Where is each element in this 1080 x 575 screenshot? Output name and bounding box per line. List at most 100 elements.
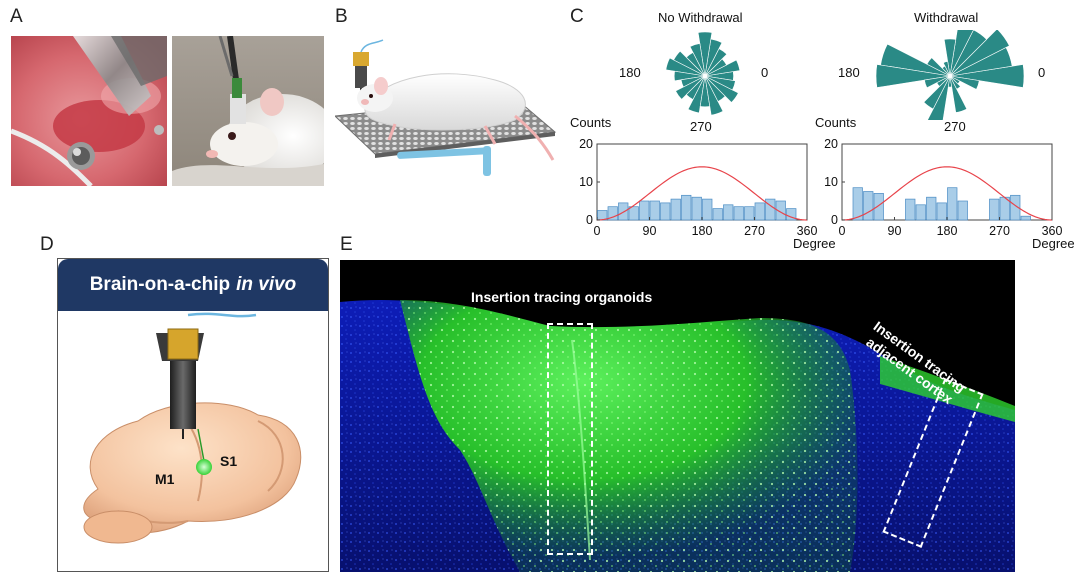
hist-bar — [863, 191, 874, 221]
hist-bar — [670, 198, 681, 221]
fluorescence-micrograph: Insertion tracing organoids Insertion tr… — [340, 260, 1015, 572]
rose-wedge — [687, 75, 706, 114]
x-tick-label: 0 — [839, 224, 846, 238]
hist-bar — [681, 194, 692, 221]
rose-wedge — [949, 30, 1010, 77]
rose-wedge — [949, 64, 1025, 88]
rose-right-label-0: 0 — [1038, 65, 1046, 80]
rose-wedge — [927, 75, 951, 120]
surgery-closeup-photo — [11, 36, 167, 186]
y-tick-label: 0 — [586, 213, 593, 227]
rose-left-label-0: 0 — [761, 65, 769, 80]
hist-bar — [852, 187, 863, 221]
hist-bar — [733, 206, 744, 221]
hist-fit-curve — [596, 166, 808, 221]
hist-bar — [775, 200, 786, 221]
hist-bar — [989, 198, 1000, 221]
hist-left-ylabel: Counts — [570, 115, 612, 130]
rose-wedge — [949, 75, 968, 113]
rose-wedge — [949, 30, 988, 77]
hist-fit-curve — [841, 166, 1053, 221]
mouse-implant-illustration — [172, 36, 324, 186]
rose-wedge — [704, 75, 739, 103]
rose-wedge — [943, 38, 957, 77]
hist-bar — [873, 193, 884, 221]
rose-left-label-180: 180 — [619, 65, 641, 80]
hist-bar — [744, 206, 755, 221]
rose-wedge — [675, 75, 706, 100]
hist-bar — [905, 198, 916, 221]
x-tick-label: 90 — [643, 224, 657, 238]
hist-bar — [607, 206, 618, 221]
label-m1: M1 — [155, 471, 175, 487]
surgery-closeup-illustration — [11, 36, 167, 186]
rose-wedge — [704, 75, 724, 116]
panel-letter-a: A — [10, 6, 23, 27]
label-s1: S1 — [220, 453, 238, 469]
rose-wedge — [697, 31, 713, 77]
hist-left-xlabel: Degree — [793, 236, 836, 251]
hist-bar — [765, 198, 776, 221]
rose-wedge — [949, 75, 961, 90]
hist-bar — [754, 202, 765, 221]
hist-bar — [702, 198, 713, 221]
rat-on-grid-illustration — [335, 36, 557, 186]
y-tick-label: 20 — [579, 137, 593, 151]
panel-letter-b: B — [335, 6, 348, 27]
brain-on-chip-card: Brain-on-a-chip in vivo — [57, 258, 329, 572]
mouse-implant-photo — [172, 36, 324, 186]
y-tick-label: 20 — [824, 137, 838, 151]
panel-letter-e: E — [340, 234, 353, 255]
panel-letter-d: D — [40, 234, 54, 255]
hist-bar — [712, 208, 723, 221]
rose-wedge — [704, 75, 736, 91]
hist-bar — [926, 196, 937, 221]
x-tick-label: 360 — [797, 224, 818, 238]
hist-bar — [936, 202, 947, 221]
rose-left-label-270: 270 — [690, 119, 712, 134]
box-insertion-organoids — [547, 323, 593, 555]
panel-letter-c: C — [570, 6, 584, 27]
hist-right-ylabel: Counts — [815, 115, 857, 130]
banner-text-normal: Brain-on-a-chip — [89, 274, 231, 295]
x-tick-label: 270 — [989, 224, 1010, 238]
rose-title-withdrawal: Withdrawal — [914, 10, 979, 25]
y-tick-label: 10 — [824, 175, 838, 189]
hist-bar — [915, 204, 926, 221]
rose-wedge — [665, 57, 706, 77]
hist-bar — [639, 200, 650, 221]
hist-right-xlabel: Degree — [1032, 236, 1075, 251]
hist-bar — [723, 204, 734, 221]
hist-bar — [947, 187, 958, 221]
annotation-organoids: Insertion tracing organoids — [471, 289, 653, 305]
hist-bar — [786, 208, 797, 221]
brain-on-chip-banner: Brain-on-a-chip in vivo — [58, 259, 328, 311]
y-tick-label: 10 — [579, 175, 593, 189]
histogram-no-withdrawal: 0 90 180 270 360 0 10 20 — [579, 137, 818, 238]
brain-chip-illustration — [83, 312, 302, 544]
hist-bar — [649, 200, 660, 221]
hist-bar — [618, 202, 629, 221]
hist-bar — [628, 206, 639, 221]
rose-wedge — [689, 43, 706, 77]
hist-bar — [660, 202, 671, 221]
histogram-withdrawal: 0 90 180 270 360 0 10 20 — [824, 137, 1063, 238]
rose-wedge — [949, 30, 974, 77]
rose-plot-no-withdrawal — [665, 31, 741, 116]
hist-bar — [1010, 194, 1021, 221]
x-tick-label: 90 — [888, 224, 902, 238]
fluorescence-illustration — [340, 260, 1015, 572]
rose-plot-withdrawal — [875, 30, 1025, 120]
rose-wedge — [875, 64, 951, 88]
rose-wedge — [673, 70, 706, 82]
rose-title-no-withdrawal: No Withdrawal — [658, 10, 743, 25]
x-tick-label: 270 — [744, 224, 765, 238]
y-tick-label: 0 — [831, 213, 838, 227]
hist-bar — [691, 196, 702, 221]
x-tick-label: 360 — [1042, 224, 1063, 238]
rose-right-label-270: 270 — [944, 119, 966, 134]
banner-text-italic: in vivo — [236, 274, 297, 295]
rose-wedge — [704, 59, 741, 77]
hist-bar — [957, 200, 968, 221]
x-tick-label: 0 — [594, 224, 601, 238]
